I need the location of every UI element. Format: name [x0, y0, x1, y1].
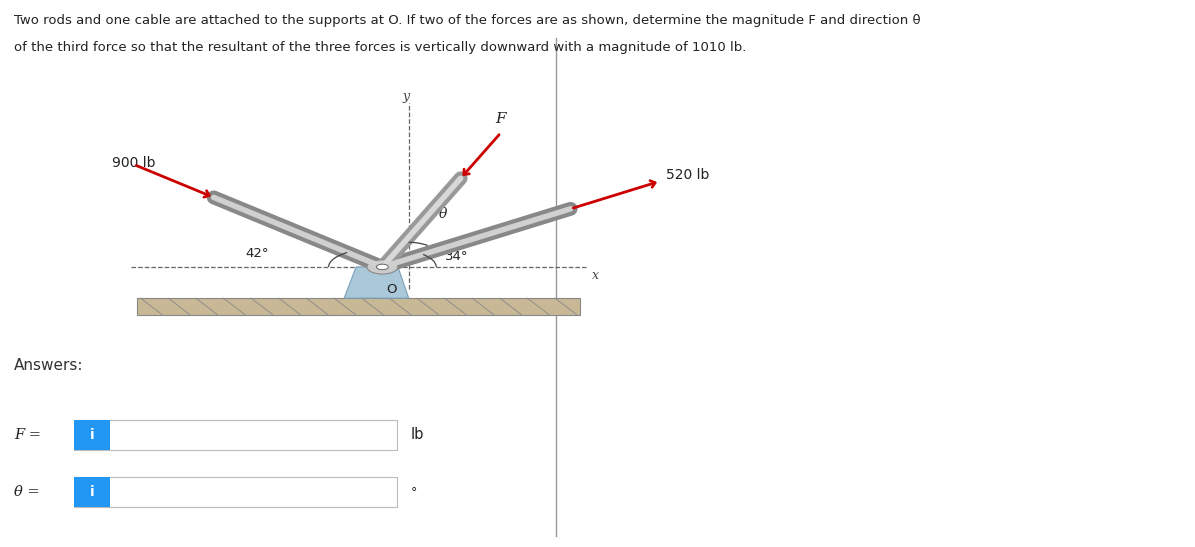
Polygon shape — [137, 298, 580, 315]
FancyBboxPatch shape — [74, 477, 110, 508]
FancyBboxPatch shape — [74, 420, 397, 450]
Text: F =: F = — [14, 428, 42, 442]
Text: y: y — [403, 90, 410, 103]
FancyBboxPatch shape — [74, 420, 110, 450]
FancyBboxPatch shape — [74, 477, 397, 508]
Text: 900 lb: 900 lb — [112, 156, 155, 170]
Text: of the third force so that the resultant of the three forces is vertically downw: of the third force so that the resultant… — [14, 41, 747, 54]
Text: lb: lb — [411, 427, 424, 443]
Text: θ =: θ = — [14, 485, 39, 499]
Text: 520 lb: 520 lb — [666, 167, 709, 182]
Text: 34°: 34° — [445, 251, 468, 263]
Text: F: F — [495, 112, 505, 126]
Text: O: O — [386, 283, 397, 296]
Circle shape — [367, 260, 398, 274]
Text: Two rods and one cable are attached to the supports at O. If two of the forces a: Two rods and one cable are attached to t… — [14, 14, 921, 27]
Text: i: i — [90, 428, 94, 442]
Text: Answers:: Answers: — [14, 358, 84, 373]
Text: θ: θ — [439, 207, 447, 220]
Text: °: ° — [411, 486, 417, 499]
Circle shape — [376, 264, 388, 270]
Text: x: x — [592, 269, 599, 282]
Text: 42°: 42° — [245, 247, 269, 260]
Text: i: i — [90, 485, 94, 499]
Polygon shape — [344, 267, 409, 298]
